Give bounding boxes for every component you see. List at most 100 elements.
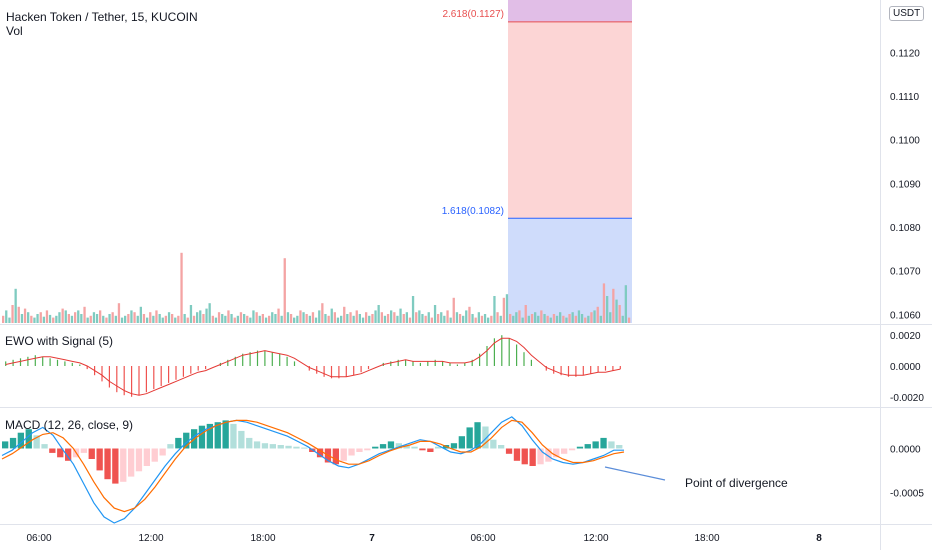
symbol-title: Hacken Token / Tether, 15, KUCOIN [6, 10, 198, 24]
volume-bar [311, 312, 315, 323]
volume-bar [214, 317, 218, 323]
volume-bar [268, 315, 271, 323]
volume-bar [433, 305, 437, 323]
volume-bar [562, 315, 565, 323]
volume-bar [149, 312, 152, 323]
volume-bar [264, 317, 268, 323]
volume-bar [627, 317, 631, 323]
volume-bar [496, 312, 499, 323]
macd-histogram-bar [214, 422, 221, 449]
macd-histogram-bar [2, 441, 9, 449]
volume-bar [5, 310, 8, 323]
macd-histogram-bar [96, 448, 103, 471]
macd-histogram-bar [537, 448, 544, 465]
volume-bar [161, 317, 164, 323]
macd-histogram-bar [561, 448, 568, 454]
volume-bar [340, 315, 343, 323]
macd-histogram-bar [198, 425, 206, 449]
macd-histogram-bar [246, 437, 253, 449]
macd-histogram-bar [474, 422, 481, 449]
volume-bar [330, 308, 333, 323]
volume-bar [45, 310, 49, 323]
ewo-label: EWO with Signal (5) [5, 334, 114, 348]
macd-histogram-bar [17, 432, 24, 449]
volume-bar [477, 312, 480, 323]
volume-bar [105, 317, 108, 323]
volume-bar [102, 315, 105, 323]
volume-bar [555, 315, 559, 323]
time-tick-label: 18:00 [250, 533, 275, 544]
volume-bar [196, 312, 199, 323]
volume-bar [609, 312, 612, 323]
volume-bar [183, 314, 186, 323]
macd-histogram-bar [584, 444, 591, 449]
currency-badge[interactable]: USDT [889, 6, 925, 21]
volume-bar [396, 315, 399, 323]
volume-bar [537, 315, 540, 323]
volume-bar [14, 288, 17, 323]
volume-bar [418, 310, 421, 323]
volume-bar [590, 312, 593, 323]
volume-bar [471, 314, 474, 323]
volume-bar [95, 314, 99, 323]
volume-bar [221, 314, 224, 323]
volume-bar [346, 314, 349, 323]
volume-bar [296, 315, 299, 323]
volume-bar [549, 317, 552, 323]
macd-histogram-bar [269, 444, 276, 449]
volume-bar [599, 315, 602, 323]
fib-zone-top [508, 0, 632, 22]
volume-bar [427, 312, 430, 323]
macd-tick-label: -0.0005 [890, 488, 924, 499]
volume-bar [321, 303, 324, 323]
volume-bar [534, 312, 537, 323]
macd-histogram-bar [316, 448, 324, 458]
macd-histogram-bar [372, 446, 379, 449]
macd-histogram-bar [167, 444, 174, 449]
volume-bar [577, 310, 581, 323]
price-tick-label: 0.1090 [890, 179, 921, 190]
volume-bar [386, 314, 390, 323]
volume-bar [252, 310, 255, 323]
volume-bar [574, 315, 577, 323]
volume-bar [230, 314, 233, 323]
volume-bar [336, 317, 340, 323]
macd-histogram-bar [435, 446, 442, 449]
volume-bar [261, 314, 264, 323]
volume-bar [8, 317, 11, 323]
volume-bar [180, 252, 183, 323]
volume-bar [437, 314, 440, 323]
volume-bar [499, 315, 502, 323]
volume-bar [355, 310, 358, 323]
macd-histogram-bar [379, 444, 387, 449]
macd-histogram-bar [253, 441, 261, 449]
macd-histogram-bar [427, 448, 434, 452]
macd-histogram-bar [175, 437, 182, 449]
volume-bar [380, 312, 383, 323]
macd-histogram-bar [356, 448, 363, 452]
volume-bar [33, 317, 36, 323]
macd-histogram-bar [159, 448, 166, 456]
volume-bar [308, 315, 311, 323]
volume-bar [405, 312, 408, 323]
volume-bar [512, 315, 515, 323]
volume-bar [621, 315, 624, 323]
volume-bar [612, 288, 615, 323]
volume-bar [408, 317, 412, 323]
volume-bar [449, 317, 452, 323]
volume-bar [618, 305, 621, 323]
volume-bar [124, 315, 127, 323]
macd-histogram-bar [498, 445, 505, 449]
volume-bar [86, 317, 89, 323]
volume-bar [30, 315, 33, 323]
macd-histogram-bar [568, 448, 576, 451]
volume-bar [177, 315, 180, 323]
fib-zone-mid [508, 21, 632, 219]
macd-histogram-bar [151, 448, 158, 462]
divergence-arrow [604, 466, 666, 481]
macd-histogram-bar [419, 448, 426, 451]
time-tick-label: 06:00 [470, 533, 495, 544]
macd-histogram-bar [57, 448, 64, 458]
volume-bar [77, 310, 80, 323]
